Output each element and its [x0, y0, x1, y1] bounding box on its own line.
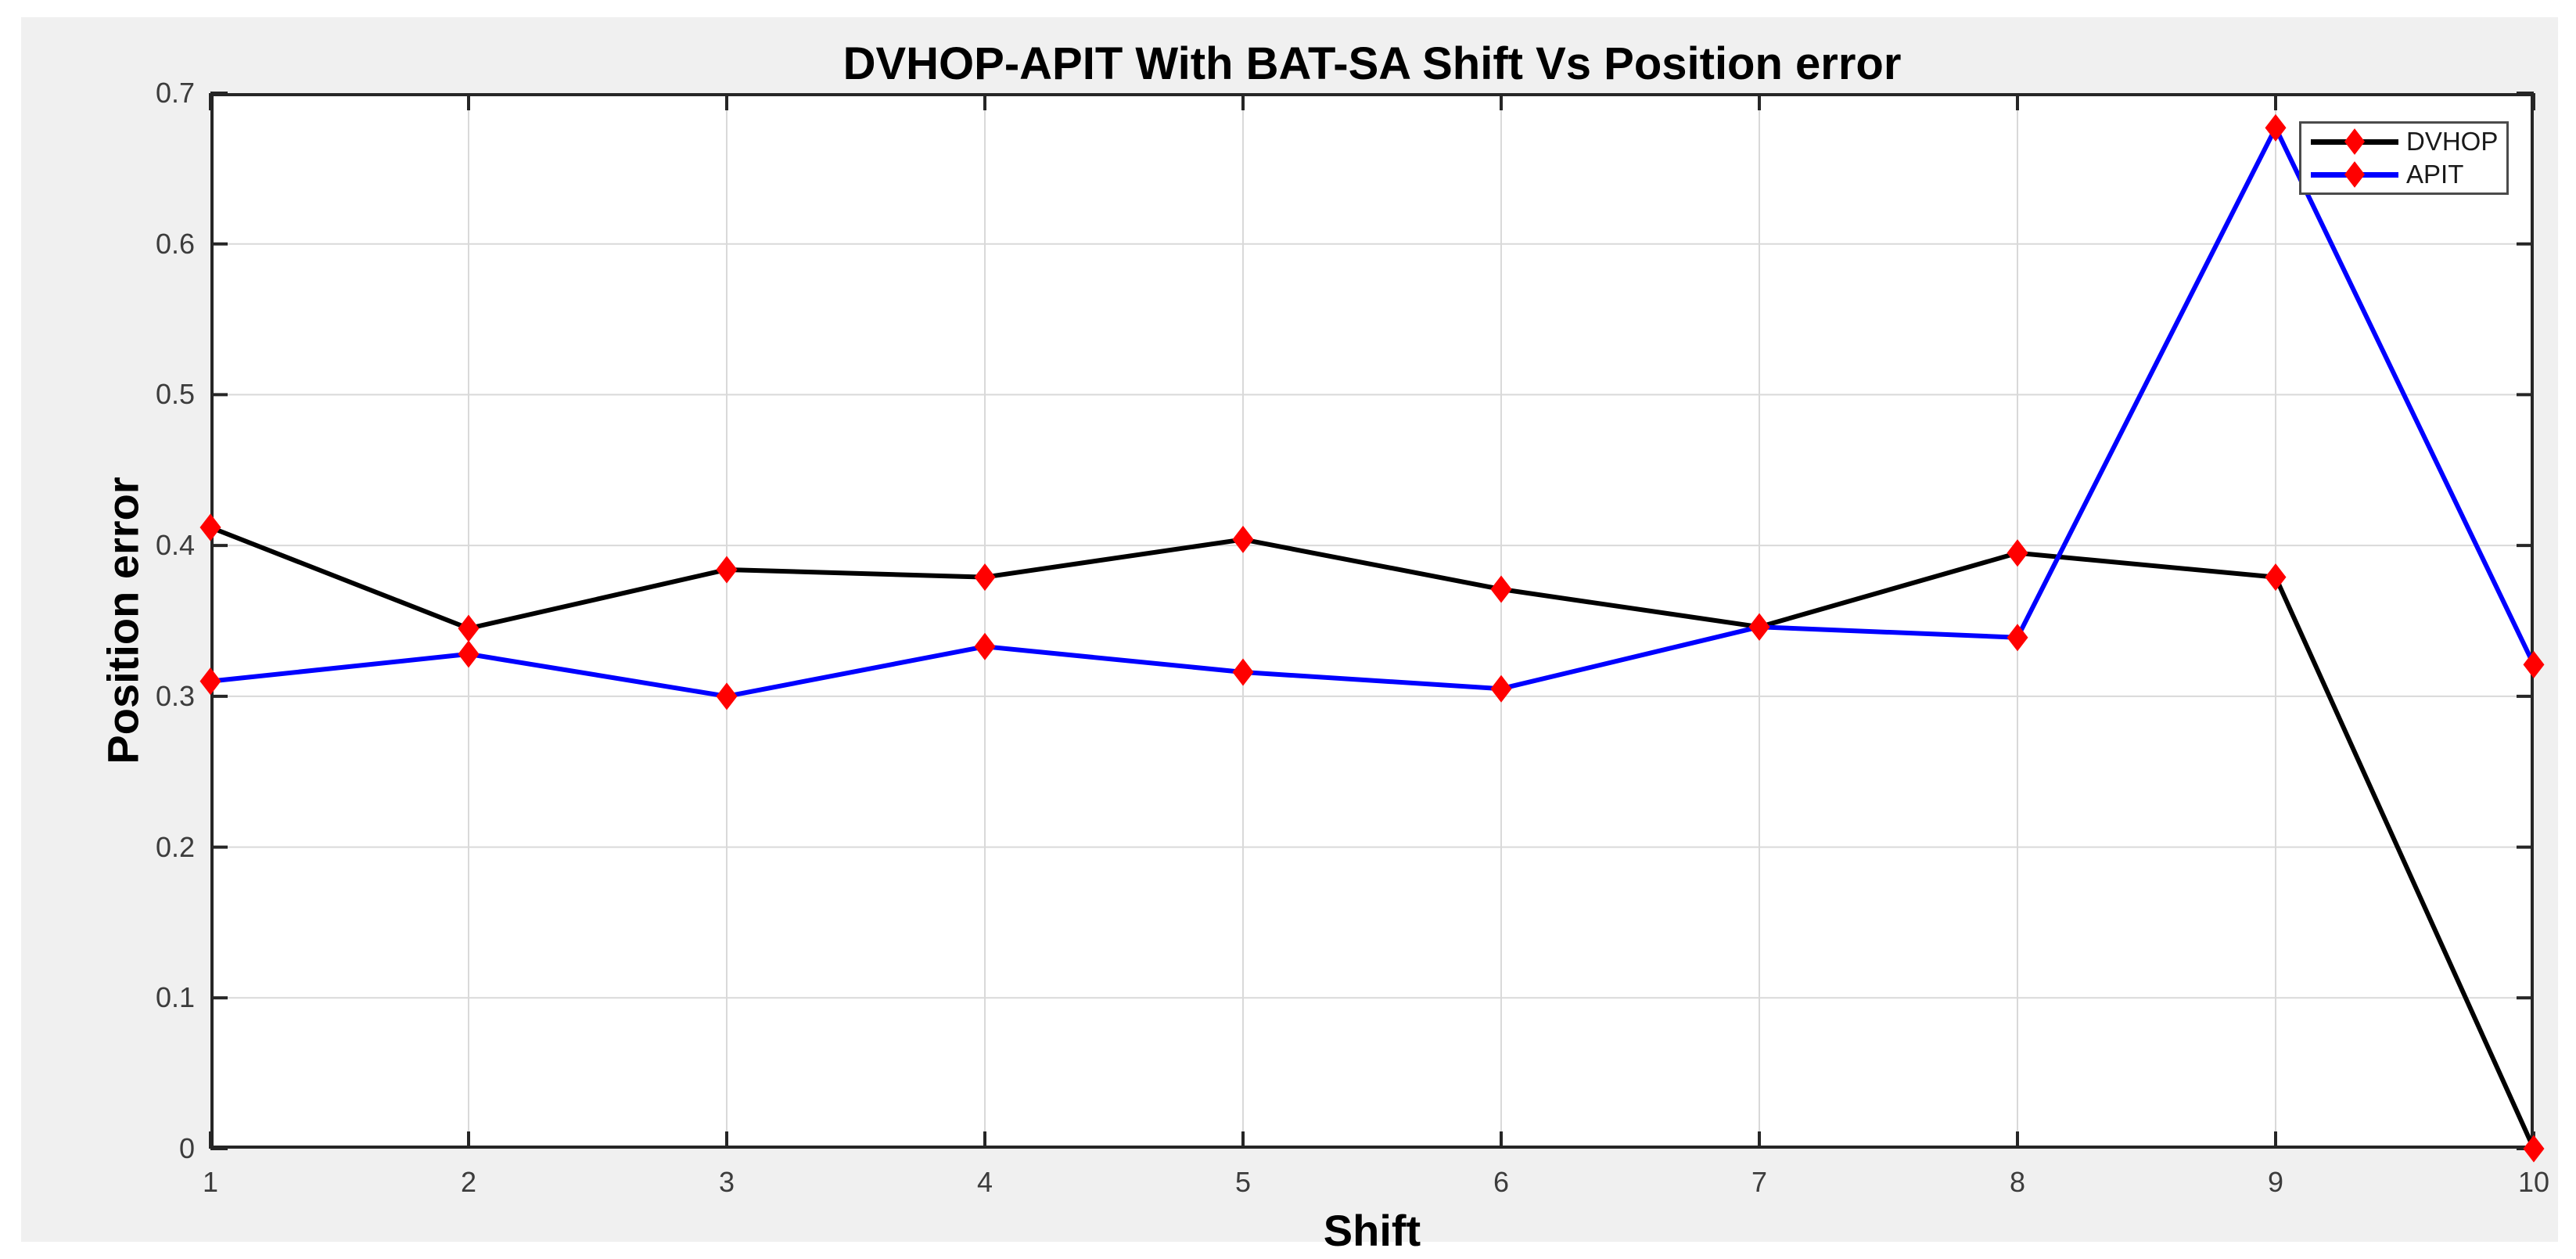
- x-tick-label: 8: [2009, 1166, 2026, 1198]
- apit-legend-line-icon: [2311, 159, 2398, 190]
- diamond-marker-icon: [2344, 128, 2365, 156]
- dvhop-marker: [716, 556, 738, 584]
- legend-label: APIT: [2406, 159, 2464, 189]
- dvhop-marker: [1232, 525, 1254, 553]
- chart-title: DVHOP-APIT With BAT-SA Shift Vs Position…: [842, 38, 1902, 89]
- y-tick-label: 0.2: [155, 830, 195, 863]
- apit-marker: [2523, 650, 2545, 678]
- legend-item-dvhop: DVHOP: [2301, 126, 2506, 157]
- dvhop-legend-line-icon: [2311, 126, 2398, 157]
- dvhop-marker: [2007, 539, 2028, 567]
- apit-marker: [2265, 113, 2287, 142]
- plot-area: [199, 92, 2545, 1163]
- apit-marker: [716, 682, 738, 710]
- x-tick-label: 6: [1493, 1166, 1510, 1198]
- figure-background: DVHOP-APIT With BAT-SA Shift Vs Position…: [21, 17, 2558, 1255]
- apit-marker: [1232, 658, 1254, 686]
- dvhop-marker: [974, 563, 996, 592]
- x-tick-label: 1: [202, 1166, 219, 1198]
- apit-marker: [1748, 613, 1770, 641]
- x-axis-label: Shift: [1323, 1206, 1421, 1255]
- legend: DVHOP APIT: [2299, 121, 2509, 195]
- dvhop-marker: [2265, 563, 2287, 592]
- apit-line: [210, 125, 2536, 699]
- x-tick-label: 2: [460, 1166, 477, 1198]
- legend-label: DVHOP: [2406, 127, 2499, 156]
- y-tick-label: 0.7: [155, 77, 195, 109]
- x-tick-label: 10: [2517, 1166, 2550, 1198]
- diamond-marker-icon: [2344, 160, 2365, 188]
- y-tick-label: 0.6: [155, 227, 195, 260]
- dvhop-marker: [458, 614, 480, 642]
- y-tick-label: 0.4: [155, 529, 195, 562]
- x-tick-label: 3: [718, 1166, 735, 1198]
- apit-marker: [1490, 674, 1512, 703]
- dvhop-marker: [2523, 1135, 2545, 1163]
- apit-marker: [458, 640, 480, 668]
- x-tick-label: 7: [1751, 1166, 1768, 1198]
- apit-marker: [974, 632, 996, 660]
- dvhop-marker: [1490, 575, 1512, 603]
- x-tick-label: 4: [976, 1166, 993, 1198]
- y-tick-label: 0.5: [155, 378, 195, 411]
- dvhop-line: [209, 525, 2536, 1150]
- x-tick-label: 9: [2267, 1166, 2284, 1198]
- dvhop-marker: [199, 513, 221, 541]
- y-axis-label: Position error: [98, 477, 148, 764]
- y-tick-label: 0: [178, 1132, 195, 1164]
- apit-marker: [199, 667, 221, 696]
- x-tick-label: 5: [1234, 1166, 1252, 1198]
- y-tick-label: 0.1: [155, 981, 195, 1014]
- chart-plot: [199, 92, 2545, 1163]
- axis-frame: [210, 93, 2534, 1149]
- apit-marker: [2007, 624, 2028, 652]
- legend-item-apit: APIT: [2301, 159, 2506, 190]
- y-tick-label: 0.3: [155, 679, 195, 712]
